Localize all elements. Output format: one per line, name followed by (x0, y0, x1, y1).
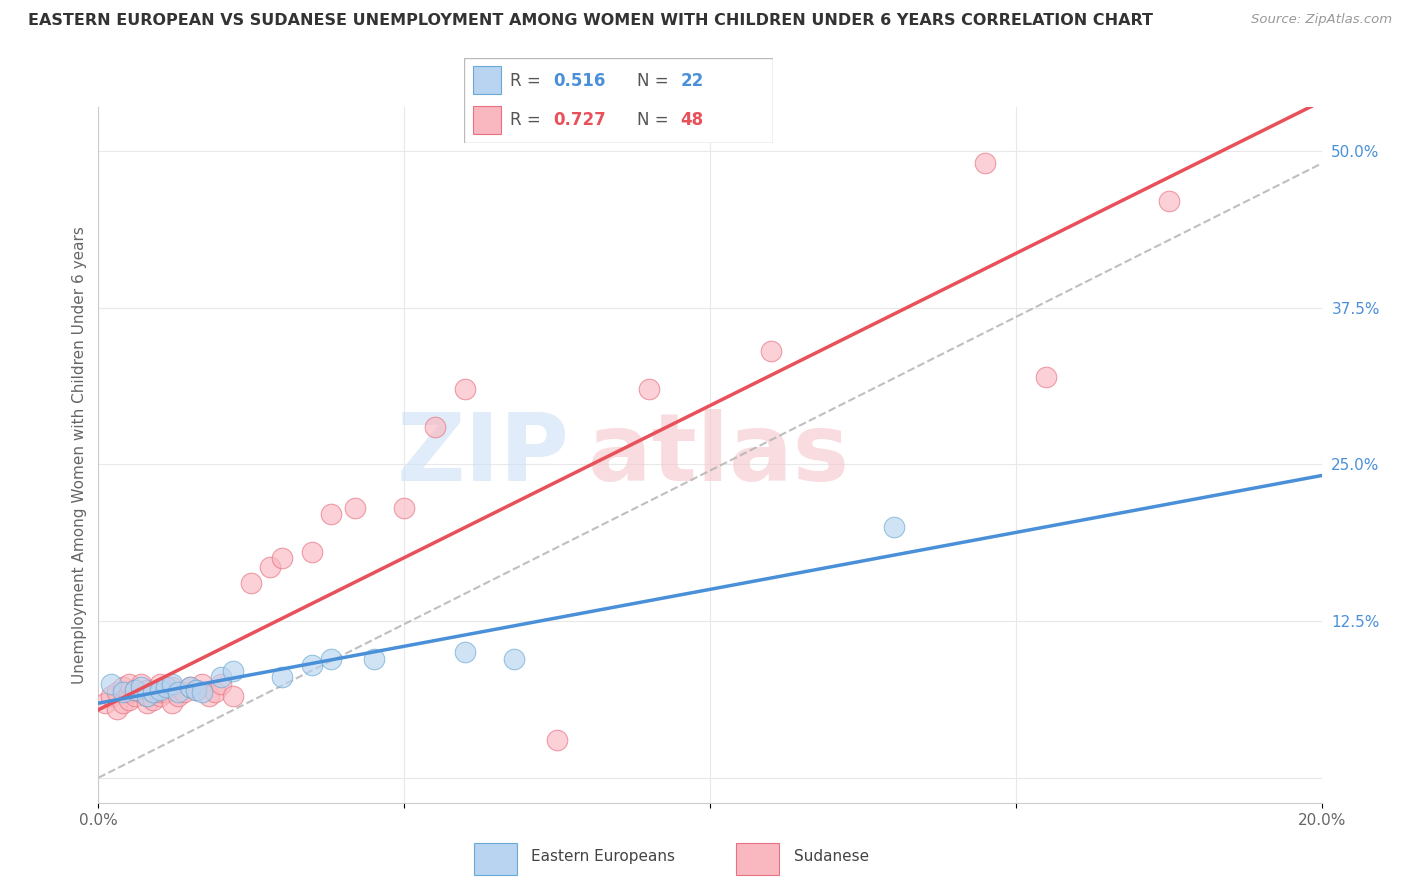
Point (454, 382, 477, 396)
Point (259, 560, 281, 574)
Point (209, 676, 232, 690)
Text: N =: N = (637, 111, 673, 128)
Point (454, 645, 477, 659)
Point (270, 670, 292, 684)
Point (204, 685, 226, 699)
Point (118, 685, 141, 699)
Text: 48: 48 (681, 111, 703, 128)
Point (142, 685, 165, 699)
Point (111, 681, 134, 695)
Point (392, 501, 416, 516)
Point (503, 651, 526, 665)
Point (240, 576, 263, 591)
Point (179, 681, 201, 695)
Point (149, 690, 172, 704)
Text: Eastern Europeans: Eastern Europeans (531, 849, 675, 863)
Text: Sudanese: Sudanese (794, 849, 869, 863)
Point (155, 681, 177, 695)
FancyBboxPatch shape (474, 843, 516, 875)
Point (637, 382, 661, 396)
Y-axis label: Unemployment Among Women with Children Under 6 years: Unemployment Among Women with Children U… (72, 226, 87, 684)
Text: 0.516: 0.516 (554, 72, 606, 90)
Point (344, 501, 367, 516)
Text: ZIP: ZIP (396, 409, 569, 501)
Point (222, 664, 245, 678)
Text: 0.727: 0.727 (554, 111, 606, 128)
Text: atlas: atlas (588, 409, 849, 501)
Point (124, 683, 146, 698)
Point (118, 693, 141, 707)
Point (100, 690, 122, 704)
Point (197, 690, 219, 704)
Point (111, 696, 134, 710)
Point (759, 344, 782, 359)
Point (167, 690, 190, 704)
Point (105, 685, 128, 699)
Point (118, 676, 141, 690)
Point (167, 685, 190, 699)
Text: 22: 22 (681, 72, 704, 90)
Text: Source: ZipAtlas.com: Source: ZipAtlas.com (1251, 13, 1392, 27)
Point (124, 683, 146, 698)
Point (149, 683, 172, 698)
Point (155, 685, 177, 699)
Point (136, 683, 159, 698)
FancyBboxPatch shape (737, 843, 779, 875)
Point (136, 690, 159, 704)
Text: R =: R = (510, 111, 547, 128)
Point (142, 693, 165, 707)
Point (209, 670, 232, 684)
Point (270, 551, 292, 566)
Point (301, 545, 323, 559)
Point (142, 685, 165, 699)
Point (222, 690, 245, 704)
Point (105, 702, 128, 716)
Point (129, 685, 152, 699)
Point (363, 651, 385, 665)
Text: EASTERN EUROPEAN VS SUDANESE UNEMPLOYMENT AMONG WOMEN WITH CHILDREN UNDER 6 YEAR: EASTERN EUROPEAN VS SUDANESE UNEMPLOYMEN… (28, 13, 1153, 29)
Point (173, 685, 195, 699)
Point (160, 681, 183, 695)
Point (149, 685, 172, 699)
Point (191, 676, 214, 690)
Point (100, 676, 122, 690)
Point (883, 520, 905, 534)
Point (111, 685, 134, 699)
Point (186, 683, 208, 698)
Point (129, 676, 152, 690)
Point (1035, 369, 1057, 384)
Point (136, 690, 159, 704)
Point (129, 681, 152, 695)
Text: N =: N = (637, 72, 673, 90)
FancyBboxPatch shape (464, 58, 773, 143)
Point (136, 696, 159, 710)
Point (546, 733, 568, 747)
Point (319, 508, 342, 522)
Point (319, 651, 342, 665)
Point (974, 156, 997, 170)
Point (423, 419, 446, 434)
Point (160, 676, 183, 690)
Point (179, 681, 201, 695)
FancyBboxPatch shape (474, 106, 501, 134)
Text: R =: R = (510, 72, 547, 90)
Point (1157, 194, 1180, 208)
Point (149, 676, 172, 690)
Point (124, 690, 146, 704)
Point (191, 685, 214, 699)
Point (93, 696, 115, 710)
Point (301, 657, 323, 672)
Point (160, 696, 183, 710)
Point (186, 683, 208, 698)
FancyBboxPatch shape (474, 67, 501, 95)
